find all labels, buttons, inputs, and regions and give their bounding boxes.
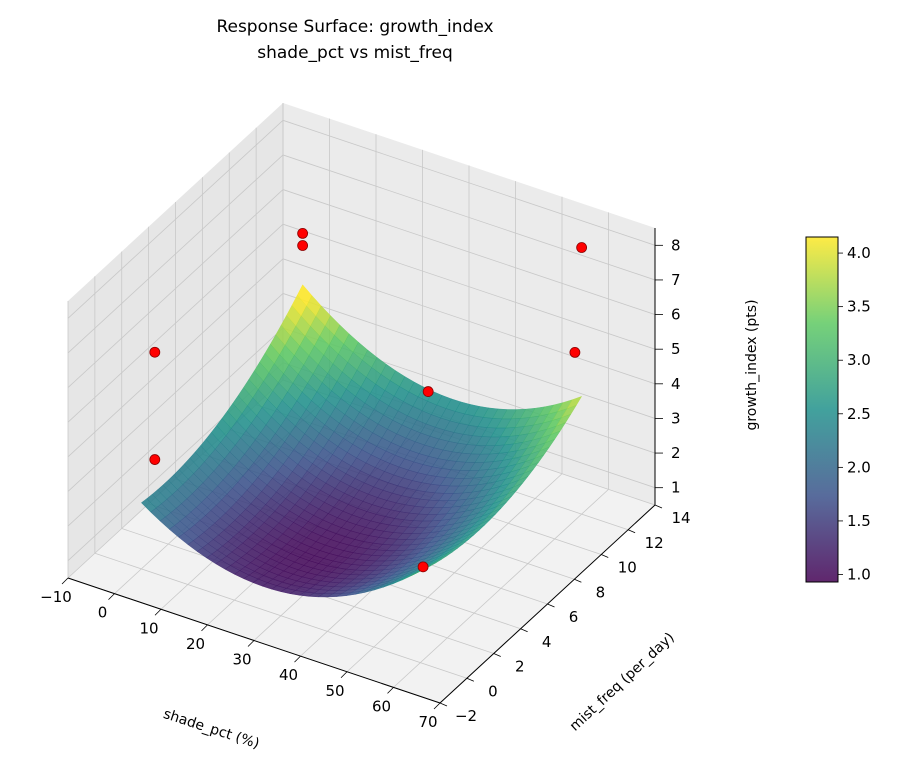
x-tick-label: 60 [372, 697, 391, 715]
y-tick [520, 628, 528, 633]
z-gridline [282, 119, 656, 246]
y-tick-label: 0 [488, 682, 498, 700]
x-tick-label: −10 [40, 588, 72, 606]
z-gridline [67, 154, 284, 354]
colorbar-tick-label: 3.0 [847, 351, 871, 369]
data-point [422, 386, 434, 397]
z-tick-label: 8 [671, 236, 681, 254]
y-tick [627, 529, 636, 534]
z-axis-label: growth_index (pts) [744, 299, 760, 430]
y-tick-label: 12 [645, 534, 664, 552]
z-tick-label: 1 [671, 479, 681, 497]
colorbar-tick-label: 1.0 [847, 566, 871, 584]
y-tick-label: 2 [515, 658, 525, 676]
chart-subtitle: shade_pct vs mist_freq [257, 43, 452, 63]
colorbar-tick-label: 2.5 [847, 405, 871, 423]
data-point [417, 561, 429, 573]
x-tick [247, 640, 255, 647]
y-tick [547, 603, 555, 608]
data-point [149, 454, 161, 465]
colorbar [805, 236, 839, 583]
y-axis-label: mist_freq (per_day) [567, 630, 678, 735]
colorbar-tick-label: 2.0 [847, 458, 871, 476]
z-tick-label: 6 [671, 306, 681, 324]
y-tick [466, 677, 475, 682]
z-gridline [282, 154, 656, 281]
y-tick [493, 653, 501, 657]
chart-title: Response Surface: growth_index [216, 17, 493, 37]
z-gridline [282, 293, 656, 419]
z-tick-label: 7 [671, 271, 681, 289]
y-tick [574, 578, 582, 583]
x-tick [108, 593, 115, 600]
data-point [297, 240, 309, 251]
z-gridline [67, 120, 284, 319]
colorbar-tick-label: 1.5 [847, 512, 871, 530]
x-tick [433, 702, 441, 710]
colorbar-tick-label: 3.5 [847, 298, 871, 316]
data-point [576, 242, 588, 253]
x-tick-label: 10 [139, 619, 158, 637]
z-gridline [67, 223, 284, 423]
x-tick [61, 577, 69, 585]
y-tick-label: 6 [569, 608, 579, 626]
z-tick-label: 4 [671, 375, 681, 393]
y-tick-label: 10 [618, 559, 637, 577]
x-tick [201, 624, 208, 632]
x-axis-line [67, 577, 441, 704]
data-point [297, 227, 309, 239]
y-tick-label: 14 [671, 509, 690, 527]
y-tick [439, 702, 448, 707]
x-tick-label: 30 [232, 651, 251, 669]
z-gridline [67, 189, 284, 388]
z-tick-label: 5 [671, 340, 681, 358]
x-axis-label: shade_pct (%) [161, 706, 261, 752]
x-tick-label: 70 [418, 713, 437, 731]
y-gridline [94, 552, 468, 679]
x-tick-label: 0 [98, 604, 108, 622]
y-axis-line [439, 504, 656, 704]
z-gridline [282, 189, 656, 315]
z-gridline [67, 327, 284, 527]
z-tick-label: 2 [671, 444, 681, 462]
x-tick [387, 687, 394, 694]
z-gridline [67, 293, 284, 492]
z-gridline [282, 258, 656, 385]
z-gridline [282, 223, 656, 350]
z-gridline [67, 258, 284, 458]
x-tick-label: 20 [186, 635, 205, 653]
y-tick [601, 554, 609, 558]
y-tick-label: 8 [596, 583, 606, 601]
x-tick-label: 50 [325, 682, 344, 700]
x-tick [294, 655, 301, 663]
y-tick [654, 504, 663, 509]
data-point [149, 346, 161, 358]
x-tick [154, 608, 162, 616]
data-point [569, 346, 581, 358]
z-tick-label: 3 [671, 409, 681, 427]
y-tick-label: 4 [542, 633, 552, 651]
y-tick-label: −2 [455, 707, 477, 725]
x-tick-label: 40 [279, 666, 298, 684]
colorbar-tick-label: 4.0 [847, 244, 871, 262]
x-tick [340, 671, 348, 679]
